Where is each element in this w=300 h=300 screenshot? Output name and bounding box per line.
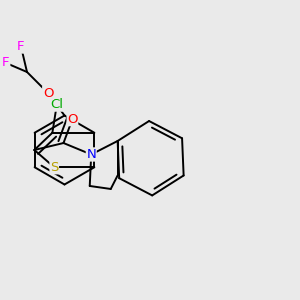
Text: F: F xyxy=(2,56,10,70)
Text: Cl: Cl xyxy=(50,98,63,111)
Text: O: O xyxy=(67,112,78,126)
Text: F: F xyxy=(17,40,25,53)
Text: S: S xyxy=(50,161,58,174)
Text: N: N xyxy=(86,148,96,161)
Text: O: O xyxy=(43,86,53,100)
